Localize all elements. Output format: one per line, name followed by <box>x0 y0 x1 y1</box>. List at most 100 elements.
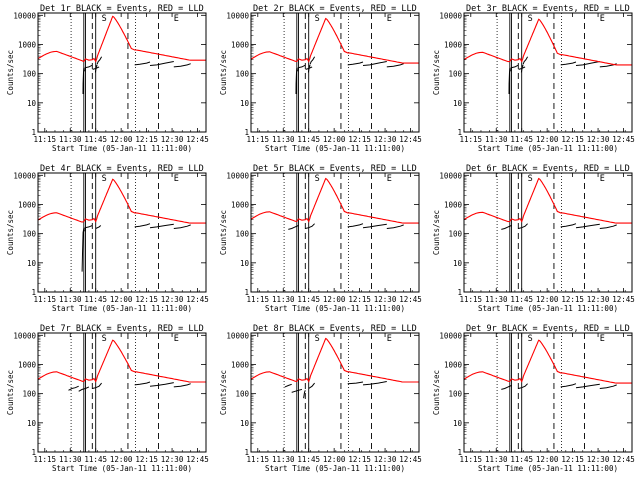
panel-title: Det 3r BLACK = Events, RED = LLD <box>466 4 630 14</box>
x-tick-label: 12:30 <box>161 295 184 304</box>
marker-label-s: S <box>315 174 320 184</box>
events-series-line <box>68 385 79 391</box>
marker-label-e: E <box>174 174 179 184</box>
x-tick-label: 11:45 <box>297 295 320 304</box>
marker-label-s: S <box>102 334 107 344</box>
x-axis-label: Start Time (05-Jan-11 11:11:00) <box>52 144 192 153</box>
y-axis-label: Counts/sec <box>432 370 441 415</box>
x-tick-label: 11:30 <box>59 135 82 144</box>
y-tick-label: 1000 <box>444 200 463 209</box>
marker-label-e: E <box>600 174 605 184</box>
x-tick-label: 11:30 <box>485 135 508 144</box>
x-axis-label: Start Time (05-Jan-11 11:11:00) <box>265 144 405 153</box>
events-series-line <box>81 227 86 272</box>
events-series-line <box>522 56 529 65</box>
y-tick-label: 1 <box>244 288 249 297</box>
x-tick-label: 11:45 <box>510 455 533 464</box>
events-series-line <box>291 388 303 393</box>
x-tick-label: 12:30 <box>587 295 610 304</box>
x-tick-label: 12:15 <box>135 455 158 464</box>
x-tick-label: 11:45 <box>510 295 533 304</box>
y-tick-label: 10000 <box>439 331 462 340</box>
marker-label-e: E <box>600 334 605 344</box>
y-tick-label: 10 <box>27 99 37 108</box>
events-series-line <box>96 56 103 65</box>
x-tick-label: 12:00 <box>536 295 559 304</box>
x-tick-label: 11:15 <box>246 455 269 464</box>
x-tick-label: 11:15 <box>33 135 56 144</box>
x-tick-label: 12:00 <box>323 135 346 144</box>
y-tick-label: 100 <box>448 70 462 79</box>
events-series-line <box>575 383 600 389</box>
y-axis-label: Counts/sec <box>219 210 228 255</box>
plot-frame <box>463 332 633 453</box>
marker-label-e: E <box>387 174 392 184</box>
y-tick-label: 10 <box>453 419 463 428</box>
y-tick-label: 10 <box>240 99 250 108</box>
events-series-line <box>560 383 577 388</box>
x-tick-label: 12:00 <box>110 295 133 304</box>
x-tick-label: 11:15 <box>459 295 482 304</box>
y-tick-label: 1000 <box>18 200 37 209</box>
x-axis-label: Start Time (05-Jan-11 11:11:00) <box>265 464 405 473</box>
lld-series-line <box>251 177 419 224</box>
events-series-line <box>347 381 364 385</box>
y-tick-label: 100 <box>235 390 249 399</box>
y-tick-label: 1 <box>244 448 249 457</box>
x-tick-label: 12:00 <box>323 295 346 304</box>
events-series-line <box>347 61 364 66</box>
x-tick-label: 11:30 <box>272 295 295 304</box>
panel-title: Det 1r BLACK = Events, RED = LLD <box>40 4 204 14</box>
events-series-line <box>134 61 151 66</box>
x-axis-label: Start Time (05-Jan-11 11:11:00) <box>52 304 192 313</box>
marker-label-e: E <box>174 14 179 24</box>
y-tick-label: 1 <box>457 288 462 297</box>
x-tick-label: 11:45 <box>84 135 107 144</box>
events-series-line <box>173 63 191 68</box>
x-tick-label: 12:00 <box>536 455 559 464</box>
x-tick-label: 12:45 <box>612 455 635 464</box>
marker-label-s: S <box>528 174 533 184</box>
y-tick-label: 10000 <box>439 171 462 180</box>
y-tick-label: 100 <box>448 230 462 239</box>
marker-label-e: E <box>387 14 392 24</box>
events-series-line <box>84 225 93 232</box>
events-series-line <box>362 381 387 386</box>
marker-label-e: E <box>174 334 179 344</box>
x-tick-label: 12:45 <box>612 135 635 144</box>
x-tick-label: 12:15 <box>561 135 584 144</box>
y-axis-label: Counts/sec <box>432 50 441 95</box>
events-series-line <box>288 225 299 230</box>
y-tick-label: 10 <box>240 259 250 268</box>
events-series-line <box>307 64 311 73</box>
marker-label-e: E <box>387 334 392 344</box>
x-tick-label: 11:30 <box>59 295 82 304</box>
events-series-line <box>362 61 387 66</box>
y-tick-label: 1 <box>31 448 36 457</box>
y-tick-label: 1000 <box>231 200 250 209</box>
events-series-line <box>173 383 191 388</box>
events-series-line <box>386 63 404 68</box>
x-tick-label: 11:30 <box>59 455 82 464</box>
events-series-line <box>134 381 151 386</box>
y-tick-label: 100 <box>22 230 36 239</box>
x-tick-label: 12:30 <box>161 455 184 464</box>
x-tick-label: 12:45 <box>612 295 635 304</box>
plot-frame <box>463 172 633 293</box>
events-series-line <box>362 223 387 229</box>
x-tick-label: 11:15 <box>246 295 269 304</box>
y-tick-label: 10000 <box>13 331 36 340</box>
y-tick-label: 100 <box>235 70 249 79</box>
y-axis-label: Counts/sec <box>6 370 15 415</box>
events-series-line <box>95 225 102 229</box>
marker-label-s: S <box>528 334 533 344</box>
events-series-line <box>560 61 577 66</box>
x-tick-label: 12:00 <box>323 455 346 464</box>
x-tick-label: 11:15 <box>246 135 269 144</box>
